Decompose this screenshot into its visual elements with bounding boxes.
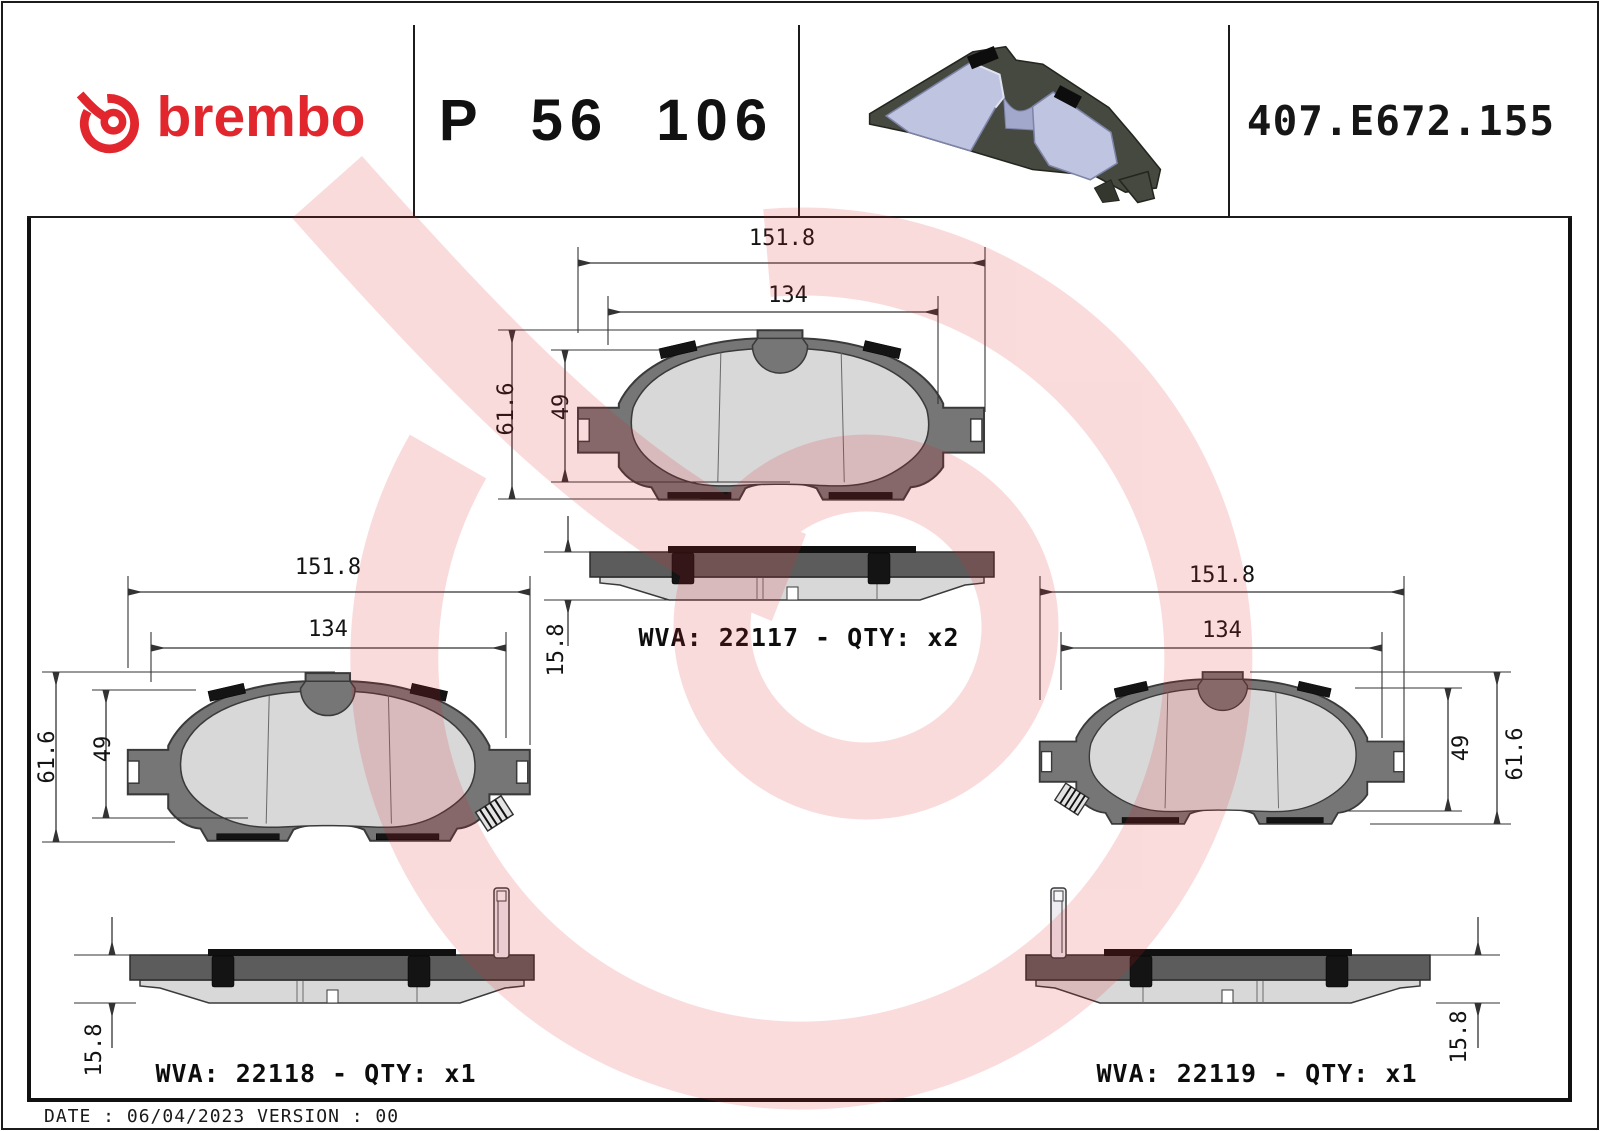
catalog-code: 407.E672.155 bbox=[1246, 96, 1556, 145]
drawing-bottom-left-side-view bbox=[129, 887, 535, 1004]
dim-width-pad: 134 bbox=[308, 617, 348, 642]
drawing-bottom-right-front-view bbox=[1038, 671, 1405, 825]
dim-height-pad: 49 bbox=[549, 393, 574, 421]
dim-width-pad: 134 bbox=[768, 283, 808, 308]
wva-label-bottom-right: WVA: 22119 - QTY: x1 bbox=[1096, 1059, 1418, 1088]
header-brand-cell: brembo bbox=[27, 25, 415, 218]
dim-thickness: 15.8 bbox=[1447, 1010, 1472, 1064]
wva-label-bottom-left: WVA: 22118 - QTY: x1 bbox=[155, 1059, 477, 1088]
dim-thickness: 15.8 bbox=[544, 623, 569, 677]
dim-height-total: 61.6 bbox=[494, 382, 519, 436]
drawing-top-side-view bbox=[589, 545, 995, 601]
part-number: P 56 106 bbox=[438, 88, 775, 153]
brand-logo: brembo bbox=[74, 85, 366, 155]
dim-width-total: 151.8 bbox=[748, 226, 816, 251]
brembo-circle-icon bbox=[77, 91, 140, 153]
drawing-bottom-left-dimensions bbox=[42, 576, 531, 1048]
dim-thickness: 15.8 bbox=[82, 1023, 107, 1077]
header-product-image-cell bbox=[800, 25, 1230, 218]
header-part-number-cell: P 56 106 bbox=[415, 25, 800, 218]
dim-height-pad: 49 bbox=[91, 735, 116, 763]
brand-wordmark: brembo bbox=[156, 85, 366, 149]
dim-width-pad: 134 bbox=[1202, 618, 1242, 643]
dim-width-total: 151.8 bbox=[294, 555, 362, 580]
header-catalog-code-cell: 407.E672.155 bbox=[1230, 25, 1572, 218]
dim-height-total: 61.6 bbox=[1503, 727, 1528, 781]
wva-label-top: WVA: 22117 - QTY: x2 bbox=[638, 623, 960, 652]
dim-width-total: 151.8 bbox=[1188, 563, 1256, 588]
drawing-top-front-view bbox=[577, 329, 986, 501]
drawing-bottom-left-front-view bbox=[126, 672, 531, 842]
dim-height-pad: 49 bbox=[1449, 734, 1474, 762]
drawing-bottom-right-dimensions bbox=[1039, 576, 1511, 1048]
date-version-line: DATE : 06/04/2023 VERSION : 00 bbox=[44, 1106, 400, 1127]
drawing-bottom-right-side-view bbox=[1025, 887, 1431, 1004]
drawing-top-dimensions bbox=[498, 247, 986, 646]
brake-pad-3d-render bbox=[868, 45, 1162, 203]
dim-height-total: 61.6 bbox=[35, 730, 60, 784]
